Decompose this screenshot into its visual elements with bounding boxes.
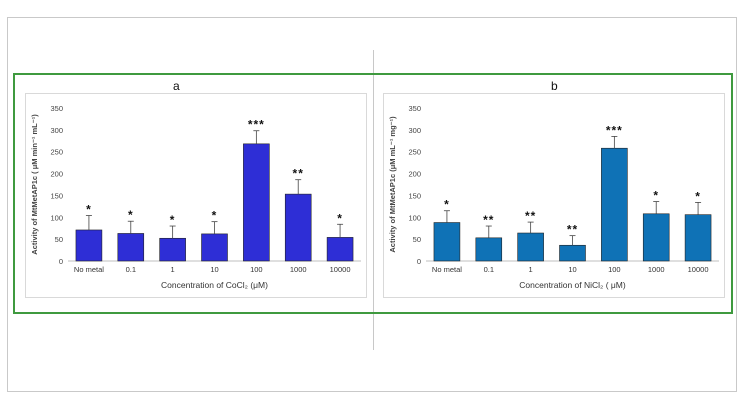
x-tick-label: 1	[529, 265, 533, 274]
y-tick-label: 100	[50, 213, 63, 222]
x-tick-label: 1000	[290, 265, 307, 274]
significance-label: *	[212, 209, 218, 223]
chart-b: 0 50 100 150 200 250 300 350 * No metal ** 0.1 ** 1 **…	[383, 93, 725, 298]
x-tick-label: 100	[608, 265, 621, 274]
x-tick-label: 10000	[330, 265, 351, 274]
y-tick-label: 150	[408, 191, 421, 200]
y-tick-label: 100	[408, 213, 421, 222]
y-tick-label: 200	[408, 170, 421, 179]
significance-label: *	[444, 198, 450, 212]
y-axis-title: Activity of MtMetAP1c (μM mL⁻¹ mg⁻¹)	[388, 116, 397, 253]
chart-area	[383, 93, 725, 298]
chart-a-svg: 0 50 100 150 200 250 300 350 * No metal * 0.1 * 1 * 10 *…	[25, 93, 367, 298]
y-tick-label: 250	[50, 148, 63, 157]
figure-border	[13, 73, 733, 314]
bar	[117, 233, 145, 262]
bar	[243, 143, 270, 262]
x-tick-label: 0.1	[484, 265, 494, 274]
significance-label: **	[525, 209, 536, 223]
chart-a: 0 50 100 150 200 250 300 350 * No metal * 0.1 * 1 * 10 *…	[25, 93, 367, 298]
y-tick-label: 350	[408, 104, 421, 113]
bar	[201, 233, 228, 262]
bar	[159, 237, 186, 262]
x-tick-label: 100	[250, 265, 263, 274]
significance-label: *	[86, 203, 92, 217]
bar	[284, 193, 312, 262]
y-tick-label: 0	[59, 257, 63, 266]
y-tick-label: 150	[50, 191, 63, 200]
y-tick-label: 300	[408, 126, 421, 135]
bar	[601, 147, 628, 262]
y-axis-title: Activity of MtMetAP1c ( μM min⁻¹ mL⁻¹)	[30, 114, 39, 255]
bar	[517, 232, 544, 262]
significance-label: **	[483, 213, 494, 227]
panel-divider	[373, 50, 374, 350]
bar	[326, 237, 354, 262]
significance-label: ***	[606, 123, 623, 137]
x-tick-label: 1000	[648, 265, 665, 274]
significance-label: *	[695, 189, 701, 203]
x-tick-label: 10	[568, 265, 576, 274]
x-tick-label: 0.1	[126, 265, 136, 274]
y-tick-label: 250	[408, 148, 421, 157]
y-tick-label: 0	[417, 257, 421, 266]
y-tick-label: 300	[50, 126, 63, 135]
significance-label: **	[293, 167, 304, 181]
significance-label: **	[567, 223, 578, 237]
significance-label: ***	[248, 118, 265, 132]
bar	[475, 237, 503, 262]
bar	[559, 244, 586, 262]
x-tick-label: No metal	[74, 265, 104, 274]
x-tick-label: 1	[171, 265, 175, 274]
bar	[642, 213, 670, 262]
significance-label: *	[653, 189, 659, 203]
x-tick-label: 10	[210, 265, 218, 274]
significance-label: *	[170, 213, 176, 227]
bar	[684, 214, 712, 262]
panel-label-a: a	[173, 79, 180, 93]
figure-frame	[7, 17, 737, 392]
bar	[433, 222, 461, 262]
y-tick-label: 200	[50, 170, 63, 179]
significance-label: *	[128, 208, 134, 222]
y-tick-label: 350	[50, 104, 63, 113]
x-tick-label: 10000	[688, 265, 709, 274]
x-axis-title: Concentration of CoCl₂ (μM)	[161, 280, 268, 290]
bar	[75, 229, 103, 262]
panel-label-b: b	[551, 79, 558, 93]
x-tick-label: No metal	[432, 265, 462, 274]
y-tick-label: 50	[55, 235, 63, 244]
y-tick-label: 50	[413, 235, 421, 244]
x-axis-title: Concentration of NiCl₂ ( μM)	[519, 280, 626, 290]
significance-label: *	[337, 211, 343, 225]
